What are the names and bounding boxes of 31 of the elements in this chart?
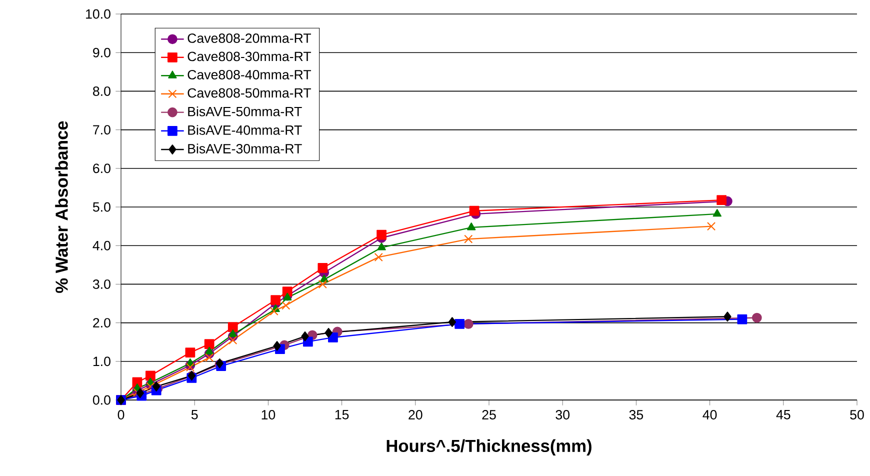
y-tick-label: 5.0 xyxy=(92,202,110,212)
y-tick-label: 3.0 xyxy=(92,279,110,289)
y-axis-title: % Water Absorbance xyxy=(55,121,68,293)
legend-label: BisAVE-50mma-RT xyxy=(188,106,302,116)
x-tick-label: 25 xyxy=(482,410,496,420)
x-tick-label: 20 xyxy=(408,410,422,420)
legend-label: Cave808-50mma-RT xyxy=(188,88,312,98)
x-tick-label: 40 xyxy=(702,410,717,420)
y-tick-label: 0.0 xyxy=(92,395,110,405)
legend-label: BisAVE-30mma-RT xyxy=(188,144,302,154)
legend-label: BisAVE-40mma-RT xyxy=(188,125,302,135)
legend-label: Cave808-20mma-RT xyxy=(188,34,312,43)
y-tick-label: 2.0 xyxy=(93,318,110,328)
x-tick-label: 30 xyxy=(556,410,570,420)
x-tick-label: 15 xyxy=(335,410,349,420)
x-tick-label: 45 xyxy=(776,410,790,420)
y-tick-label: 4.0 xyxy=(92,240,110,250)
y-tick-label: 1.0 xyxy=(93,356,110,366)
x-tick-label: 50 xyxy=(850,410,864,420)
x-tick-label: 0 xyxy=(118,410,124,420)
x-tick-label: 5 xyxy=(191,410,198,420)
x-tick-label: 10 xyxy=(262,410,276,420)
y-tick-label: 10.0 xyxy=(86,9,110,19)
legend-label: Cave808-40mma-RT xyxy=(188,70,312,80)
y-tick-label: 9.0 xyxy=(93,48,110,58)
y-tick-label: 8.0 xyxy=(93,86,110,96)
legend-label: Cave808-30mma-RT xyxy=(188,52,312,62)
y-tick-label: 7.0 xyxy=(93,125,110,135)
x-axis-title: Hours^.5/Thickness(mm) xyxy=(386,439,592,456)
y-tick-label: 6.0 xyxy=(93,164,110,174)
x-tick-label: 35 xyxy=(629,410,644,420)
